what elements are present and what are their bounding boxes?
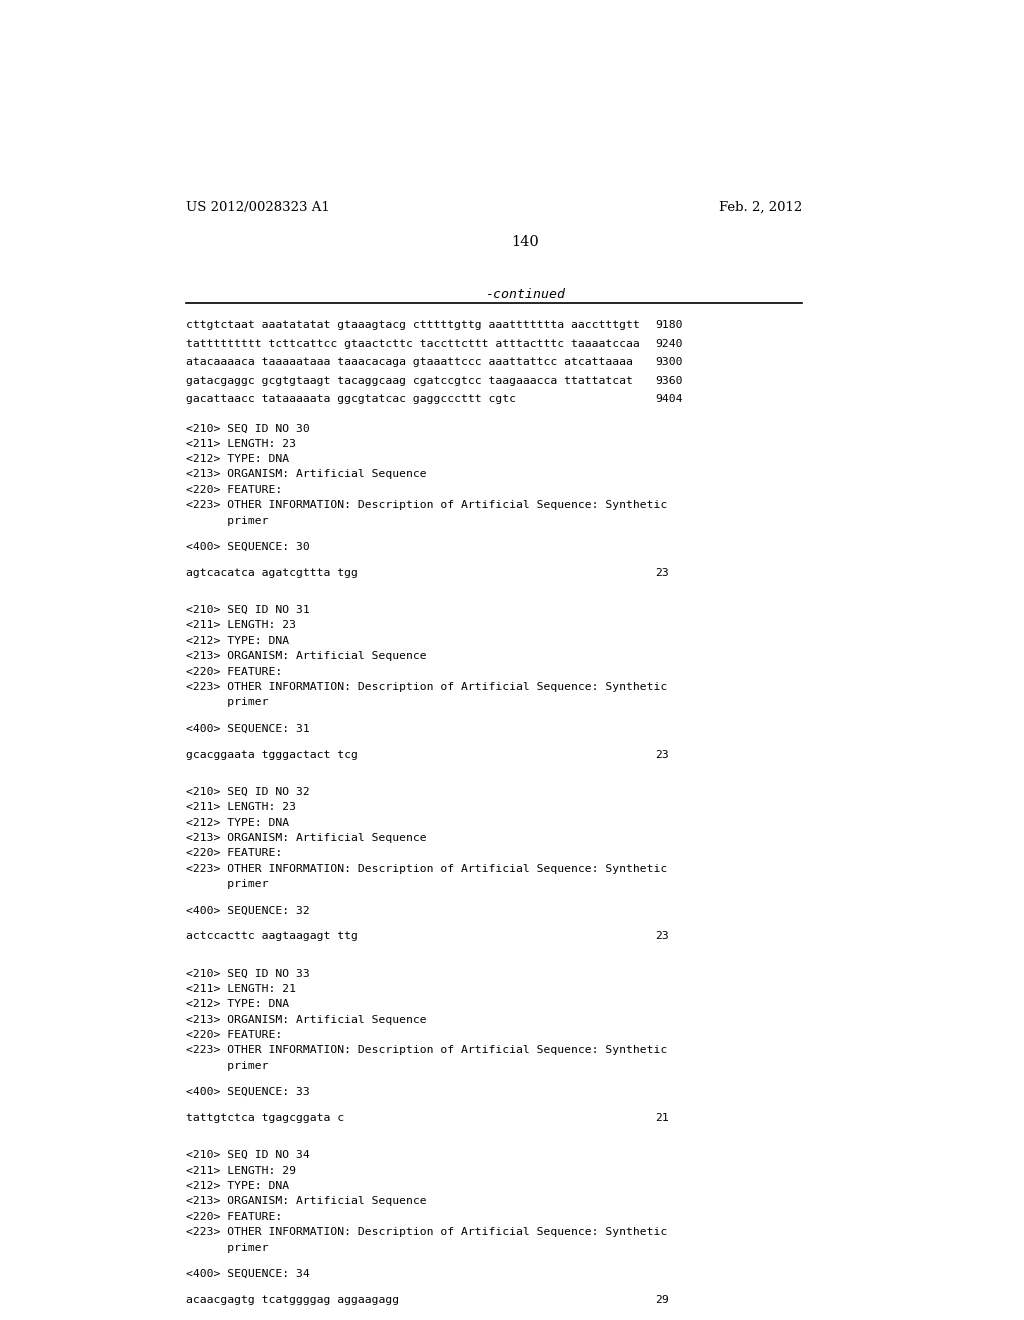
Text: <400> SEQUENCE: 33: <400> SEQUENCE: 33 bbox=[186, 1088, 310, 1097]
Text: Feb. 2, 2012: Feb. 2, 2012 bbox=[719, 201, 802, 214]
Text: agtcacatca agatcgttta tgg: agtcacatca agatcgttta tgg bbox=[186, 568, 358, 578]
Text: <211> LENGTH: 23: <211> LENGTH: 23 bbox=[186, 803, 296, 812]
Text: primer: primer bbox=[186, 1061, 268, 1071]
Text: tattgtctca tgagcggata c: tattgtctca tgagcggata c bbox=[186, 1113, 344, 1123]
Text: tattttttttt tcttcattcc gtaactcttc taccttcttt atttactttc taaaatccaa: tattttttttt tcttcattcc gtaactcttc tacctt… bbox=[186, 339, 640, 348]
Text: 23: 23 bbox=[655, 568, 669, 578]
Text: <223> OTHER INFORMATION: Description of Artificial Sequence: Synthetic: <223> OTHER INFORMATION: Description of … bbox=[186, 682, 668, 692]
Text: cttgtctaat aaatatatat gtaaagtacg ctttttgttg aaattttttta aacctttgtt: cttgtctaat aaatatatat gtaaagtacg ctttttg… bbox=[186, 321, 640, 330]
Text: 9300: 9300 bbox=[655, 358, 683, 367]
Text: <400> SEQUENCE: 32: <400> SEQUENCE: 32 bbox=[186, 906, 310, 915]
Text: <213> ORGANISM: Artificial Sequence: <213> ORGANISM: Artificial Sequence bbox=[186, 833, 427, 843]
Text: <212> TYPE: DNA: <212> TYPE: DNA bbox=[186, 999, 289, 1010]
Text: primer: primer bbox=[186, 1242, 268, 1253]
Text: -continued: -continued bbox=[484, 288, 565, 301]
Text: <220> FEATURE:: <220> FEATURE: bbox=[186, 849, 283, 858]
Text: 140: 140 bbox=[511, 235, 539, 249]
Text: gacattaacc tataaaaata ggcgtatcac gaggcccttt cgtc: gacattaacc tataaaaata ggcgtatcac gaggccc… bbox=[186, 395, 516, 404]
Text: <211> LENGTH: 29: <211> LENGTH: 29 bbox=[186, 1166, 296, 1176]
Text: <220> FEATURE:: <220> FEATURE: bbox=[186, 1212, 283, 1222]
Text: <211> LENGTH: 23: <211> LENGTH: 23 bbox=[186, 620, 296, 631]
Text: 23: 23 bbox=[655, 750, 669, 760]
Text: 9240: 9240 bbox=[655, 339, 683, 348]
Text: primer: primer bbox=[186, 879, 268, 890]
Text: <210> SEQ ID NO 33: <210> SEQ ID NO 33 bbox=[186, 969, 310, 978]
Text: <400> SEQUENCE: 34: <400> SEQUENCE: 34 bbox=[186, 1269, 310, 1279]
Text: gcacggaata tgggactact tcg: gcacggaata tgggactact tcg bbox=[186, 750, 358, 760]
Text: US 2012/0028323 A1: US 2012/0028323 A1 bbox=[186, 201, 330, 214]
Text: <212> TYPE: DNA: <212> TYPE: DNA bbox=[186, 1181, 289, 1191]
Text: gatacgaggc gcgtgtaagt tacaggcaag cgatccgtcc taagaaacca ttattatcat: gatacgaggc gcgtgtaagt tacaggcaag cgatccg… bbox=[186, 376, 633, 385]
Text: <212> TYPE: DNA: <212> TYPE: DNA bbox=[186, 636, 289, 645]
Text: <220> FEATURE:: <220> FEATURE: bbox=[186, 1030, 283, 1040]
Text: <210> SEQ ID NO 30: <210> SEQ ID NO 30 bbox=[186, 424, 310, 433]
Text: <210> SEQ ID NO 31: <210> SEQ ID NO 31 bbox=[186, 605, 310, 615]
Text: <220> FEATURE:: <220> FEATURE: bbox=[186, 484, 283, 495]
Text: <223> OTHER INFORMATION: Description of Artificial Sequence: Synthetic: <223> OTHER INFORMATION: Description of … bbox=[186, 863, 668, 874]
Text: <213> ORGANISM: Artificial Sequence: <213> ORGANISM: Artificial Sequence bbox=[186, 1015, 427, 1024]
Text: <223> OTHER INFORMATION: Description of Artificial Sequence: Synthetic: <223> OTHER INFORMATION: Description of … bbox=[186, 500, 668, 511]
Text: acaacgagtg tcatggggag aggaagagg: acaacgagtg tcatggggag aggaagagg bbox=[186, 1295, 399, 1305]
Text: atacaaaaca taaaaataaa taaacacaga gtaaattccc aaattattcc atcattaaaa: atacaaaaca taaaaataaa taaacacaga gtaaatt… bbox=[186, 358, 633, 367]
Text: 23: 23 bbox=[655, 932, 669, 941]
Text: <211> LENGTH: 21: <211> LENGTH: 21 bbox=[186, 983, 296, 994]
Text: <212> TYPE: DNA: <212> TYPE: DNA bbox=[186, 454, 289, 465]
Text: <210> SEQ ID NO 34: <210> SEQ ID NO 34 bbox=[186, 1150, 310, 1160]
Text: 9404: 9404 bbox=[655, 395, 683, 404]
Text: <213> ORGANISM: Artificial Sequence: <213> ORGANISM: Artificial Sequence bbox=[186, 651, 427, 661]
Text: <212> TYPE: DNA: <212> TYPE: DNA bbox=[186, 817, 289, 828]
Text: <213> ORGANISM: Artificial Sequence: <213> ORGANISM: Artificial Sequence bbox=[186, 470, 427, 479]
Text: primer: primer bbox=[186, 697, 268, 708]
Text: 29: 29 bbox=[655, 1295, 669, 1305]
Text: <210> SEQ ID NO 32: <210> SEQ ID NO 32 bbox=[186, 787, 310, 797]
Text: <400> SEQUENCE: 31: <400> SEQUENCE: 31 bbox=[186, 723, 310, 734]
Text: 9360: 9360 bbox=[655, 376, 683, 385]
Text: 9180: 9180 bbox=[655, 321, 683, 330]
Text: <223> OTHER INFORMATION: Description of Artificial Sequence: Synthetic: <223> OTHER INFORMATION: Description of … bbox=[186, 1045, 668, 1056]
Text: <220> FEATURE:: <220> FEATURE: bbox=[186, 667, 283, 677]
Text: <223> OTHER INFORMATION: Description of Artificial Sequence: Synthetic: <223> OTHER INFORMATION: Description of … bbox=[186, 1228, 668, 1237]
Text: <213> ORGANISM: Artificial Sequence: <213> ORGANISM: Artificial Sequence bbox=[186, 1196, 427, 1206]
Text: actccacttc aagtaagagt ttg: actccacttc aagtaagagt ttg bbox=[186, 932, 358, 941]
Text: <400> SEQUENCE: 30: <400> SEQUENCE: 30 bbox=[186, 543, 310, 552]
Text: 21: 21 bbox=[655, 1113, 669, 1123]
Text: primer: primer bbox=[186, 516, 268, 525]
Text: <211> LENGTH: 23: <211> LENGTH: 23 bbox=[186, 438, 296, 449]
